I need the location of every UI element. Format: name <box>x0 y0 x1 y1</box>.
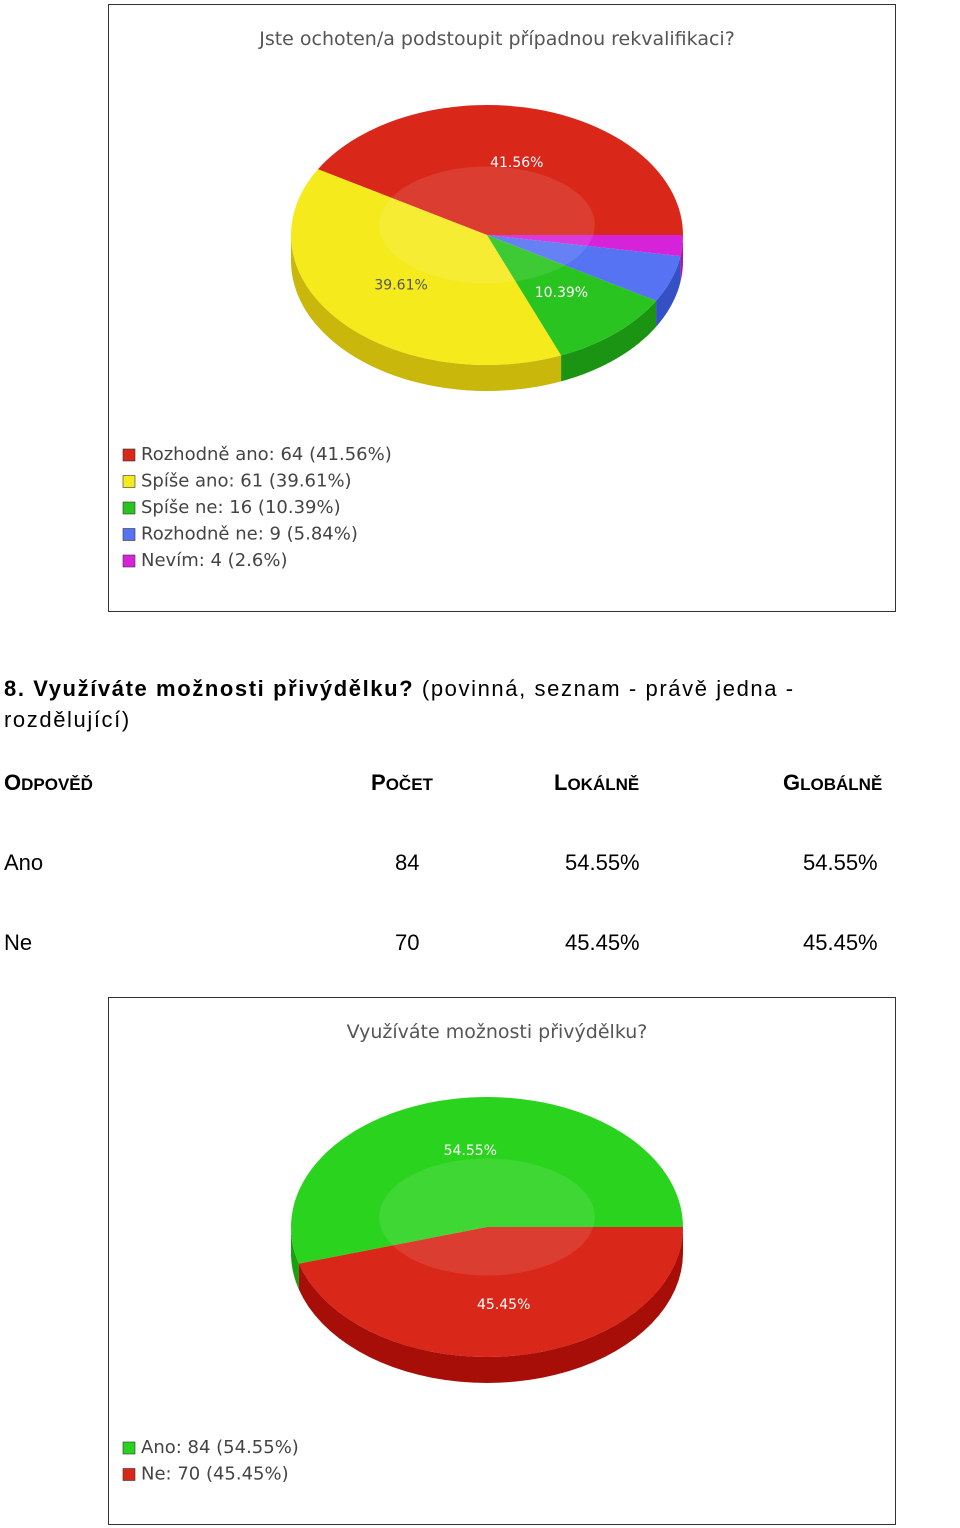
pie-slice-spise-ano <box>291 169 562 366</box>
row-local-percent: 45.45% <box>565 930 640 955</box>
legend-entry-rozhodne-ne: Rozhodně ne: 9 (5.84%) <box>141 524 358 545</box>
pie-slices <box>291 105 683 366</box>
question-heading: 8. Využíváte možnosti přivýdělku? (povin… <box>4 676 795 702</box>
pie-slice-ne <box>298 1227 683 1358</box>
legend-entry-rozhodne-ano: Rozhodně ano: 64 (41.56%) <box>141 444 392 465</box>
pie-highlight <box>379 1158 595 1276</box>
data-label-spise-ne: 10.39% <box>535 285 588 301</box>
header-globalne: GLOBÁLNĚ <box>783 770 883 795</box>
chart-title: Jste ochoten/a podstoupit případnou rekv… <box>258 28 735 50</box>
legend-swatch-ne <box>122 1468 136 1481</box>
question-title: 8. Využíváte možnosti přivýdělku? <box>4 676 415 701</box>
pie-side-walls <box>291 235 683 391</box>
header-pocet: POČET <box>371 770 433 795</box>
row-global-percent: 54.55% <box>803 850 878 875</box>
row-count: 84 <box>395 850 420 875</box>
data-label-ano: 54.55% <box>444 1143 497 1159</box>
row-count: 70 <box>395 930 420 955</box>
pie-slice-rozhodne-ne <box>487 235 681 301</box>
pie-chart-privydelek: Využíváte možnosti přivýdělku? 54.55% 45.4… <box>108 997 896 1525</box>
legend-swatch-rozhodne-ne <box>122 528 136 541</box>
pie-side-spise-ano <box>291 235 562 391</box>
pie-side-rozhodne-ne <box>656 256 681 327</box>
legend-entry-spise-ne: Spíše ne: 16 (10.39%) <box>141 497 341 518</box>
data-label-rozhodne-ano: 41.56% <box>490 155 543 171</box>
pie-slices <box>291 1097 683 1358</box>
legend-entry-spise-ano: Spíše ano: 61 (39.61%) <box>141 471 352 492</box>
data-label-spise-ano: 39.61% <box>374 277 427 293</box>
legend-swatch-ano <box>122 1441 136 1455</box>
pie-side-ne <box>298 1227 683 1383</box>
pie-chart-rekvalifikace-svg: Jste ochoten/a podstoupit případnou rekv… <box>122 28 735 571</box>
legend-entry-nevim: Nevím: 4 (2.6%) <box>141 550 287 571</box>
legend-swatch-nevim <box>122 554 136 568</box>
pie-highlight <box>379 166 595 284</box>
row-global-percent: 45.45% <box>803 930 878 955</box>
pie-side-walls <box>291 1227 683 1383</box>
row-answer: Ne <box>4 930 33 955</box>
row-local-percent: 54.55% <box>565 850 640 875</box>
chart-title: Využíváte možnosti přivýdělku? <box>347 1021 648 1043</box>
legend-swatch-spise-ano <box>122 475 136 488</box>
legend-swatch-spise-ne <box>122 501 136 515</box>
question-meta-continued: rozdělující) <box>4 707 131 732</box>
pie-slice-ano <box>291 1097 683 1264</box>
chart-legend: Rozhodně ano: 64 (41.56%) Spíše ano: 61 (… <box>122 444 392 571</box>
data-label-ne: 45.45% <box>477 1297 530 1313</box>
legend-swatch-rozhodne-ano <box>122 448 136 462</box>
header-odpoved: ODPOVĚĎ <box>4 770 93 795</box>
pie-slice-spise-ne <box>487 235 657 356</box>
pie-side-spise-ne <box>561 300 657 382</box>
header-lokalne: LOKÁLNĚ <box>554 770 640 795</box>
pie-chart-rekvalifikace: Jste ochoten/a podstoupit případnou rekv… <box>108 4 896 612</box>
legend-entry-ano: Ano: 84 (54.55%) <box>141 1437 299 1458</box>
legend-entry-ne: Ne: 70 (45.45%) <box>141 1464 289 1485</box>
pie-slice-nevim <box>487 235 683 257</box>
question-meta: (povinná, seznam - právě jedna - <box>414 676 795 701</box>
pie-side-ano <box>291 1227 299 1290</box>
pie-chart-privydelek-svg: Využíváte možnosti přivýdělku? 54.55% 45.4… <box>122 1021 683 1485</box>
pie-side-nevim <box>680 235 683 283</box>
row-answer: Ano <box>4 850 44 875</box>
pie-slice-rozhodne-ano <box>317 105 683 235</box>
chart-legend: Ano: 84 (54.55%) Ne: 70 (45.45%) <box>122 1437 299 1485</box>
